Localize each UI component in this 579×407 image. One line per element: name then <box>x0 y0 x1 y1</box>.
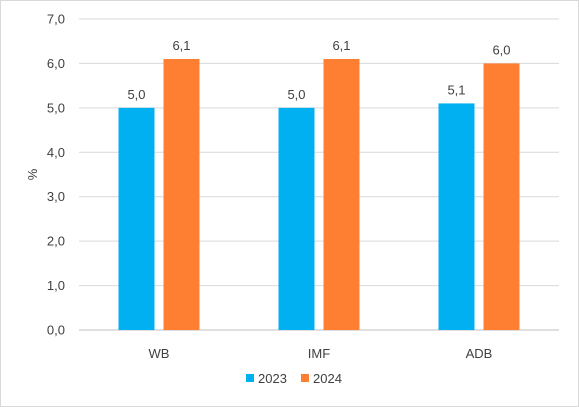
bar-wb-2023 <box>118 107 155 330</box>
bar-wb-2024 <box>163 58 200 330</box>
category-label: ADB <box>466 346 493 361</box>
bar-adb-2024 <box>483 63 520 331</box>
legend-label: 2024 <box>313 371 342 386</box>
gridlines <box>79 18 559 331</box>
bar-adb-2023 <box>438 103 475 331</box>
category-labels: WB IMF ADB <box>149 346 493 361</box>
y-tick-label: 1,0 <box>47 278 65 293</box>
data-label: 6,1 <box>172 38 190 53</box>
y-tick-label: 4,0 <box>47 145 65 160</box>
y-tick-label: 3,0 <box>47 189 65 204</box>
bar-imf-2023 <box>278 107 315 330</box>
y-tick-label: 5,0 <box>47 100 65 115</box>
legend-label: 2023 <box>258 371 287 386</box>
legend: 2023 2024 <box>246 371 342 386</box>
y-tick-label: 6,0 <box>47 56 65 71</box>
bar-imf-2024 <box>323 58 360 330</box>
data-label: 5,0 <box>127 87 145 102</box>
bars <box>118 58 520 331</box>
category-label: WB <box>149 346 170 361</box>
category-label: IMF <box>308 346 330 361</box>
legend-swatch <box>246 374 254 382</box>
y-tick-labels: 0,0 1,0 2,0 3,0 4,0 5,0 6,0 7,0 <box>47 12 65 338</box>
data-label: 5,1 <box>447 82 465 97</box>
data-label: 6,0 <box>492 42 510 57</box>
data-labels: 5,0 6,1 5,0 6,1 5,1 6,0 <box>127 38 510 102</box>
y-tick-label: 7,0 <box>47 12 65 27</box>
y-axis-title: % <box>25 168 40 180</box>
y-tick-label: 2,0 <box>47 234 65 249</box>
y-tick-label: 0,0 <box>47 323 65 338</box>
data-label: 5,0 <box>287 87 305 102</box>
legend-swatch <box>301 374 309 382</box>
data-label: 6,1 <box>332 38 350 53</box>
